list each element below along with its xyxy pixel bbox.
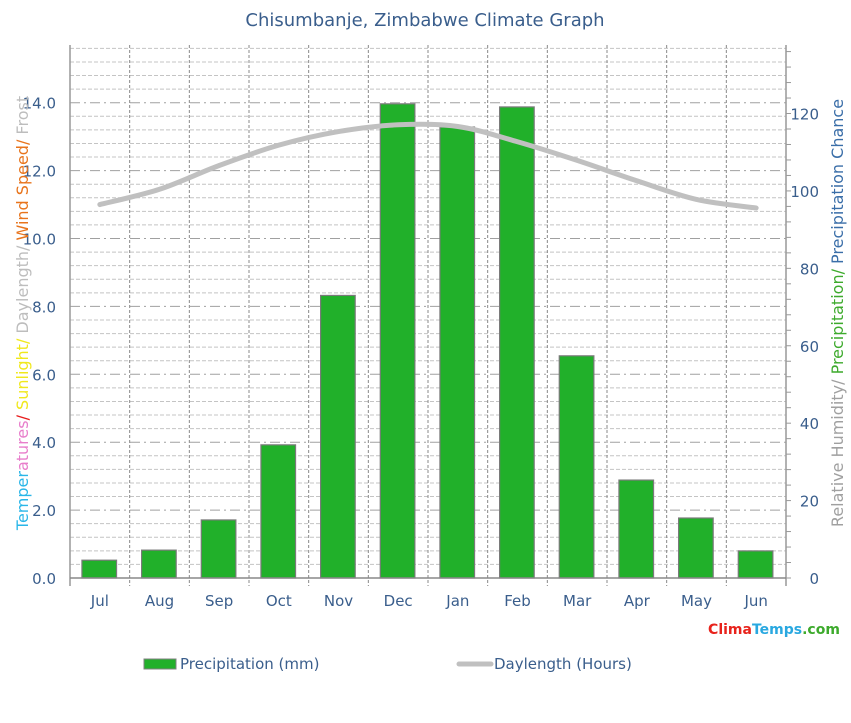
- x-tick-label-oct: Oct: [266, 592, 292, 610]
- legend-item-daylength: Daylength (Hours): [456, 655, 632, 673]
- legend-label-precipitation: Precipitation (mm): [180, 655, 319, 673]
- precipitation-bar-jun: [737, 550, 774, 579]
- precipitation-bar-apr: [618, 479, 655, 579]
- precipitation-bar-feb: [499, 106, 535, 579]
- precipitation-bar-dec: [379, 103, 416, 579]
- precipitation-bar-nov: [320, 294, 356, 579]
- x-tick-label-apr: Apr: [624, 592, 651, 610]
- x-tick-label-jan: Jan: [445, 592, 469, 610]
- climatemps-logo: ClimaTemps.com: [708, 622, 840, 638]
- right-tick-label: 40: [800, 415, 819, 433]
- left-tick-label: 4.0: [32, 434, 56, 452]
- left-tick-label: 12.0: [23, 163, 56, 181]
- daylength-line: [97, 121, 759, 211]
- x-tick-label-jun: Jun: [743, 592, 767, 610]
- left-tick-label: 14.0: [23, 95, 56, 113]
- precipitation-bar-jan: [439, 126, 476, 579]
- precipitation-bar-mar: [558, 355, 595, 579]
- right-tick-label: 100: [790, 183, 819, 201]
- left-axis-label: Temperatures/ Sunlight/ Daylength/ Wind …: [13, 96, 32, 531]
- legend-label-daylength: Daylength (Hours): [494, 655, 632, 673]
- right-tick-label: 80: [800, 260, 819, 278]
- x-axis-tick-labels: Jul Aug Sep Oct Nov Dec Jan Feb Mar Apr May Jun: [90, 592, 768, 610]
- precipitation-bar-may: [677, 517, 714, 579]
- left-tick-label: 8.0: [32, 298, 56, 316]
- x-tick-label-mar: Mar: [563, 592, 592, 610]
- daylength-line-path: [97, 121, 759, 211]
- right-tick-label: 120: [790, 106, 819, 124]
- right-tick-label: 0: [809, 570, 819, 588]
- legend: Precipitation (mm) Daylength (Hours): [143, 655, 632, 673]
- right-axis-tick-labels: 0 20 40 60 80 100 120: [790, 106, 819, 588]
- precipitation-bar-aug: [141, 549, 177, 579]
- precipitation-bar-sep: [200, 519, 237, 579]
- x-tick-label-jul: Jul: [90, 592, 109, 610]
- left-tick-label: 2.0: [32, 502, 56, 520]
- left-tick-label: 6.0: [32, 366, 56, 384]
- precipitation-bar-jul: [81, 559, 118, 579]
- axes: [69, 45, 791, 586]
- x-tick-label-dec: Dec: [384, 592, 413, 610]
- x-tick-label-may: May: [681, 592, 712, 610]
- left-axis-tick-labels: 0.0 2.0 4.0 6.0 8.0 10.0 12.0 14.0: [23, 95, 56, 588]
- left-tick-label: 10.0: [23, 231, 56, 249]
- left-tick-label: 0.0: [32, 570, 56, 588]
- legend-swatch-bar: [143, 658, 177, 670]
- right-tick-label: 20: [800, 493, 819, 511]
- right-tick-label: 60: [800, 338, 819, 356]
- x-tick-label-aug: Aug: [145, 592, 174, 610]
- precipitation-bar-oct: [260, 444, 297, 579]
- precipitation-bars: [81, 103, 774, 579]
- legend-item-precipitation: Precipitation (mm): [143, 655, 319, 673]
- x-tick-label-sep: Sep: [205, 592, 233, 610]
- chart-title: Chisumbanje, Zimbabwe Climate Graph: [245, 10, 604, 31]
- x-tick-label-nov: Nov: [324, 592, 353, 610]
- x-tick-label-feb: Feb: [504, 592, 531, 610]
- right-axis-label: Relative Humidity/ Precipitation/ Precip…: [828, 99, 847, 527]
